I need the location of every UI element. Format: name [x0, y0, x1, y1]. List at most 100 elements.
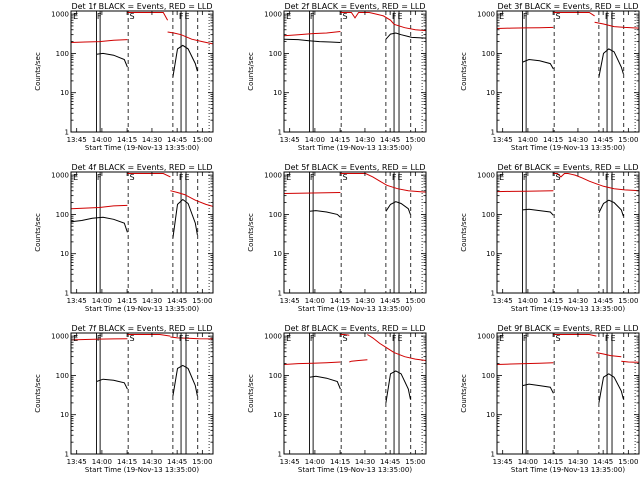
event-marker-label: E: [185, 12, 190, 21]
x-tick-label: 14:45: [380, 136, 400, 144]
event-marker-label: S: [556, 334, 561, 343]
y-tick-label: 1000: [264, 11, 282, 19]
x-tick-label: 13:45: [67, 297, 87, 305]
x-tick-label: 14:00: [92, 136, 112, 144]
series-lld-line: [127, 334, 171, 337]
event-marker-label: E: [611, 173, 616, 182]
y-tick-label: 10: [273, 89, 282, 97]
panel-9: Det 9f BLACK = Events, RED = LLD 1 10 100 10…: [460, 324, 640, 474]
y-tick-label: 100: [482, 211, 495, 219]
event-marker-label: E: [286, 173, 291, 182]
event-marker-label: F: [310, 12, 315, 21]
y-tick-label: 10: [273, 411, 282, 419]
series-events-line: [96, 52, 128, 68]
x-tick-label: 15:00: [192, 297, 212, 305]
event-marker-label: E: [611, 334, 616, 343]
x-tick-label: 14:45: [167, 136, 187, 144]
x-axis-label: Start Time (19-Nov-13 13:35:00): [85, 466, 199, 474]
x-tick-label: 14:45: [167, 458, 187, 466]
series-lld-line: [284, 31, 341, 37]
x-tick-label: 14:30: [142, 458, 162, 466]
y-tick-label: 1: [278, 451, 282, 459]
y-tick-label: 1000: [477, 333, 495, 341]
event-marker-label: E: [286, 12, 291, 21]
series-lld-line: [71, 204, 128, 210]
series-lld-line: [284, 361, 341, 365]
y-tick-label: 1: [491, 290, 495, 298]
event-marker-label: E: [499, 334, 504, 343]
panel-6: Det 6f BLACK = Events, RED = LLD 1 10 100 10…: [460, 163, 640, 313]
y-axis-label: Counts/sec: [247, 213, 255, 252]
x-axis-label: Start Time (19-Nov-13 13:35:00): [511, 466, 625, 474]
event-marker-label: S: [130, 12, 135, 21]
y-axis-label: Counts/sec: [460, 213, 468, 252]
y-tick-label: 100: [269, 50, 282, 58]
series-events-line: [96, 378, 128, 390]
plot-frame: [70, 10, 214, 133]
series-lld-line: [167, 31, 213, 45]
x-tick-label: 14:15: [117, 297, 137, 305]
series-events-line: [385, 370, 411, 403]
x-tick-label: 15:00: [405, 297, 425, 305]
x-axis-label: Start Time (19-Nov-13 13:35:00): [85, 144, 199, 152]
x-tick-label: 14:00: [305, 458, 325, 466]
series-lld-line: [127, 173, 171, 178]
event-marker-label: E: [73, 12, 78, 21]
x-tick-label: 15:00: [618, 458, 638, 466]
event-marker-label: S: [130, 334, 135, 343]
event-marker-label: E: [185, 334, 190, 343]
series-lld-line: [596, 352, 622, 358]
y-tick-label: 1: [278, 129, 282, 137]
series-events-line: [284, 38, 341, 43]
panel-7: Det 7f BLACK = Events, RED = LLD 1 10 100 10…: [34, 324, 214, 474]
x-tick-label: 14:00: [92, 297, 112, 305]
y-tick-label: 1000: [477, 11, 495, 19]
series-lld-line: [594, 21, 639, 29]
event-marker-label: F: [179, 334, 184, 343]
x-tick-label: 14:30: [568, 136, 588, 144]
series-events-line: [522, 208, 554, 216]
event-marker-label: E: [398, 173, 403, 182]
event-marker-label: F: [392, 173, 397, 182]
x-tick-label: 14:30: [568, 297, 588, 305]
x-tick-label: 14:00: [305, 136, 325, 144]
x-axis-label: Start Time (19-Nov-13 13:35:00): [511, 144, 625, 152]
panel-title: Det 7f BLACK = Events, RED = LLD: [71, 324, 212, 333]
x-tick-label: 14:30: [355, 136, 375, 144]
x-tick-label: 15:00: [192, 136, 212, 144]
panel-1: Det 1f BLACK = Events, RED = LLD 1 10 100 10…: [34, 2, 214, 152]
plot-frame: [283, 171, 427, 294]
event-marker-label: F: [523, 173, 528, 182]
x-tick-label: 14:15: [330, 458, 350, 466]
event-marker-label: F: [605, 173, 610, 182]
event-marker-label: E: [499, 173, 504, 182]
event-marker-label: F: [523, 12, 528, 21]
series-events-line: [598, 48, 624, 78]
x-axis-label: Start Time (19-Nov-13 13:35:00): [298, 144, 412, 152]
y-axis-label: Counts/sec: [460, 52, 468, 91]
x-tick-label: 13:45: [280, 297, 300, 305]
y-tick-label: 1000: [264, 333, 282, 341]
x-tick-label: 13:45: [67, 458, 87, 466]
y-tick-label: 100: [269, 372, 282, 380]
y-axis-label: Counts/sec: [34, 52, 42, 91]
plot-frame: [496, 10, 640, 133]
x-tick-label: 14:15: [117, 458, 137, 466]
series-lld-line: [71, 39, 128, 43]
series-lld-line: [349, 359, 368, 363]
event-marker-label: S: [343, 12, 348, 21]
event-marker-label: F: [310, 173, 315, 182]
y-axis-label: Counts/sec: [34, 213, 42, 252]
y-tick-label: 1: [491, 451, 495, 459]
panel-5: Det 5f BLACK = Events, RED = LLD 1 10 100 10…: [247, 163, 427, 313]
panel-title: Det 5f BLACK = Events, RED = LLD: [284, 163, 425, 172]
x-tick-label: 14:15: [330, 297, 350, 305]
event-marker-label: S: [343, 173, 348, 182]
event-marker-label: E: [286, 334, 291, 343]
y-tick-label: 1: [65, 451, 69, 459]
series-events-line: [598, 373, 624, 403]
x-tick-label: 14:45: [380, 297, 400, 305]
series-events-line: [172, 198, 198, 239]
panel-title: Det 2f BLACK = Events, RED = LLD: [284, 2, 425, 11]
x-tick-label: 13:45: [280, 458, 300, 466]
